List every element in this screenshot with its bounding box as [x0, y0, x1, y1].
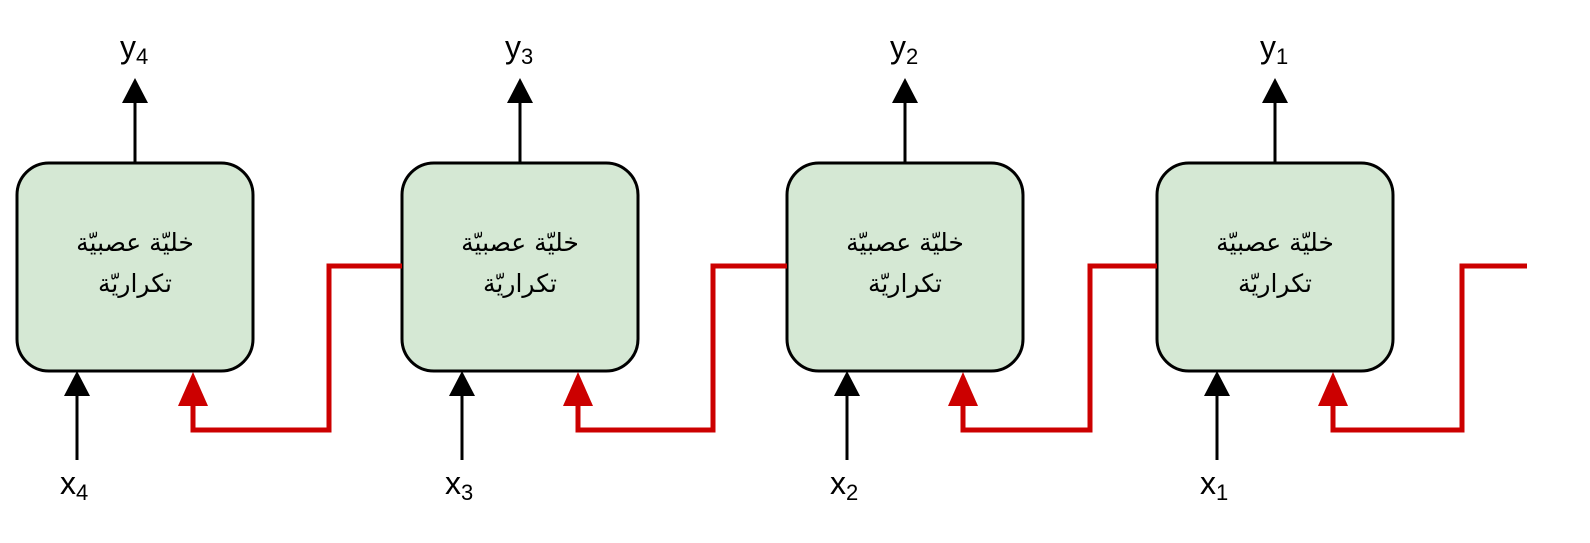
cell-label-line1: خليّة عصبيّة: [461, 228, 579, 257]
input-label-x1: x1: [1200, 465, 1228, 505]
recurrent-arrow-2-to-3: [575, 263, 787, 433]
recurrent-arrowhead-4: [178, 372, 208, 406]
rnn-cell-4: خليّة عصبيّة تكراريّة y4 x4: [15, 29, 255, 505]
recurrent-arrow-in-to-1: [1330, 263, 1527, 433]
cell-label-line1: خليّة عصبيّة: [76, 228, 194, 257]
input-arrowhead: [834, 371, 860, 396]
recurrent-connections: [178, 263, 1527, 433]
recurrent-arrowhead-1: [1318, 372, 1348, 406]
input-label-x3: x3: [445, 465, 473, 505]
recurrent-arrowhead-2: [948, 372, 978, 406]
output-label-y2: y2: [890, 29, 918, 69]
output-arrowhead: [122, 78, 148, 103]
output-arrowhead: [892, 78, 918, 103]
cell-box: [15, 161, 255, 373]
cell-box: [400, 161, 640, 373]
cell-label-line2: تكراريّة: [1238, 269, 1312, 298]
output-arrowhead: [1262, 78, 1288, 103]
output-label-y4: y4: [120, 29, 148, 69]
output-label-y3: y3: [505, 29, 533, 69]
input-arrowhead: [1204, 371, 1230, 396]
recurrent-arrow-3-to-4: [190, 263, 402, 433]
recurrent-arrowhead-3: [563, 372, 593, 406]
cell-label-line2: تكراريّة: [98, 269, 172, 298]
input-label-x2: x2: [830, 465, 858, 505]
rnn-cell-1: خليّة عصبيّة تكراريّة y1 x1: [1155, 29, 1395, 505]
recurrent-arrow-1-to-2: [960, 263, 1157, 433]
cell-label-line2: تكراريّة: [868, 269, 942, 298]
input-arrowhead: [64, 371, 90, 396]
cell-label-line2: تكراريّة: [483, 269, 557, 298]
input-label-x4: x4: [60, 465, 88, 505]
cell-label-line1: خليّة عصبيّة: [1216, 228, 1334, 257]
cell-box: [785, 161, 1025, 373]
cell-label-line1: خليّة عصبيّة: [846, 228, 964, 257]
input-arrowhead: [449, 371, 475, 396]
rnn-cell-3: خليّة عصبيّة تكراريّة y3 x3: [400, 29, 640, 505]
rnn-cell-2: خليّة عصبيّة تكراريّة y2 x2: [785, 29, 1025, 505]
cell-box: [1155, 161, 1395, 373]
output-arrowhead: [507, 78, 533, 103]
output-label-y1: y1: [1260, 29, 1288, 69]
